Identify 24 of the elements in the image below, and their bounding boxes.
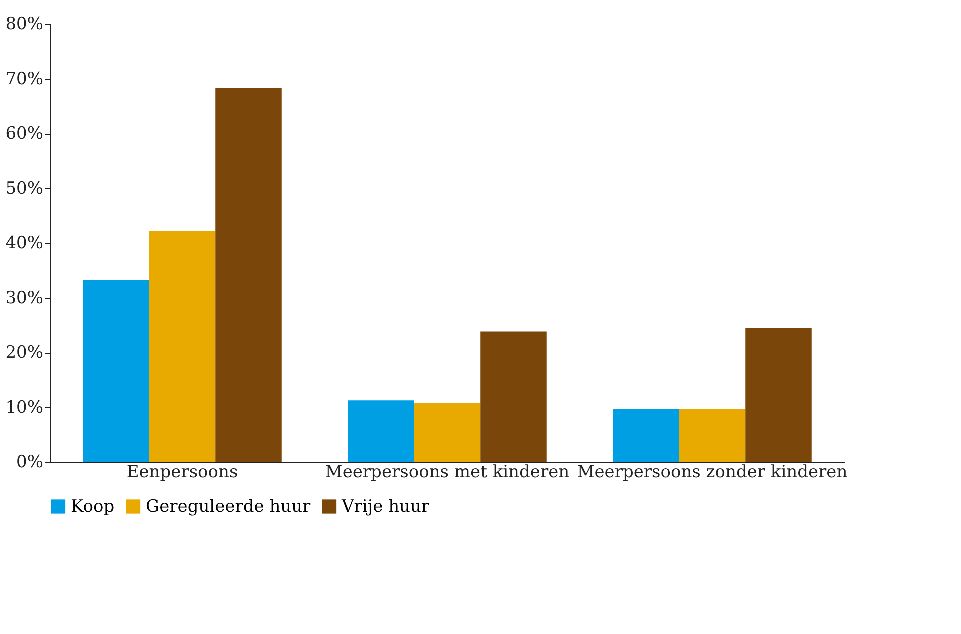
x-tick-label: Meerpersoons met kinderen xyxy=(325,462,570,482)
x-tick-label: Meerpersoons zonder kinderen xyxy=(577,462,848,482)
bar xyxy=(480,332,547,462)
bar xyxy=(746,328,812,462)
y-tick-label: 30% xyxy=(6,288,44,308)
y-tick-label: 80% xyxy=(6,14,44,34)
bar xyxy=(679,409,746,462)
y-tick-label: 50% xyxy=(6,178,44,199)
bar xyxy=(149,232,216,462)
legend-label: Koop xyxy=(71,496,115,517)
x-tick-label: Eenpersoons xyxy=(126,462,238,482)
legend-label: Vrije huur xyxy=(341,496,430,517)
bar xyxy=(613,409,680,462)
y-tick-label: 0% xyxy=(16,452,44,472)
bar xyxy=(414,403,481,462)
bar xyxy=(348,400,414,462)
bar xyxy=(216,88,282,462)
legend-label: Gereguleerde huur xyxy=(146,496,312,517)
y-tick-label: 60% xyxy=(6,124,44,144)
y-tick-label: 20% xyxy=(6,343,44,363)
bar xyxy=(83,280,150,462)
y-tick-label: 10% xyxy=(6,398,44,418)
y-tick-label: 40% xyxy=(6,234,44,254)
y-tick-label: 70% xyxy=(6,69,44,90)
